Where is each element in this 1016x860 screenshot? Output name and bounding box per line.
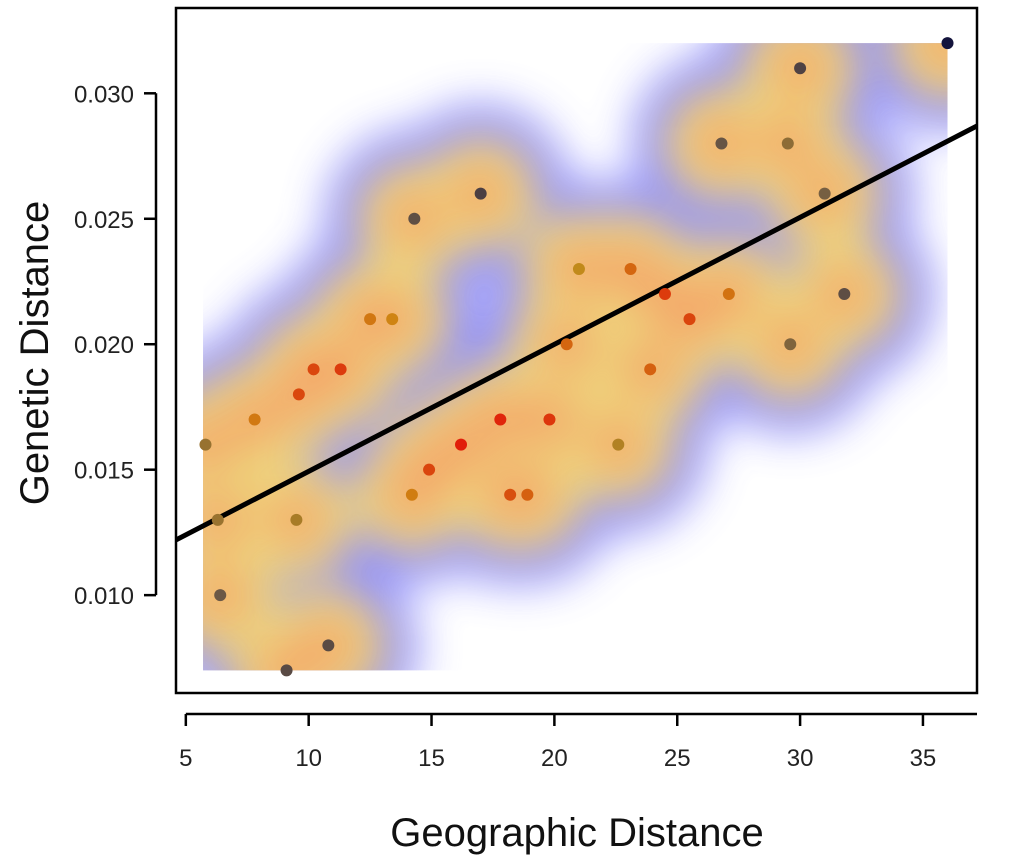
density-blob bbox=[260, 644, 313, 671]
data-point bbox=[784, 338, 797, 351]
data-point bbox=[658, 288, 671, 301]
data-point bbox=[715, 137, 728, 150]
data-point bbox=[504, 488, 517, 501]
data-point bbox=[364, 313, 377, 326]
x-axis: 5 10 15 20 25 30 35 bbox=[179, 712, 977, 772]
data-point bbox=[211, 513, 224, 526]
y-tick-label: 0.020 bbox=[74, 332, 134, 359]
y-tick-label: 0.010 bbox=[74, 583, 134, 610]
plot-frame bbox=[174, 6, 979, 695]
data-point bbox=[722, 288, 735, 301]
data-point bbox=[521, 488, 534, 501]
data-point bbox=[307, 363, 320, 376]
data-point bbox=[794, 62, 807, 75]
y-tick-label: 0.015 bbox=[74, 458, 134, 485]
data-point bbox=[290, 513, 303, 526]
data-point bbox=[386, 313, 399, 326]
density-blob bbox=[921, 43, 948, 70]
x-tick-label: 20 bbox=[541, 745, 568, 772]
data-point bbox=[280, 664, 293, 677]
scatter-points bbox=[199, 37, 954, 677]
data-point bbox=[248, 413, 261, 426]
data-point bbox=[572, 262, 585, 275]
data-point bbox=[838, 288, 851, 301]
data-point bbox=[423, 463, 436, 476]
density-blob bbox=[203, 418, 232, 471]
x-tick-label: 5 bbox=[179, 745, 192, 772]
data-point bbox=[405, 488, 418, 501]
data-point bbox=[612, 438, 625, 451]
data-point bbox=[644, 363, 657, 376]
trend-line-layer bbox=[174, 123, 979, 543]
data-point bbox=[455, 438, 468, 451]
data-point bbox=[624, 262, 637, 275]
data-point bbox=[818, 187, 831, 200]
trend-line bbox=[174, 123, 979, 543]
x-tick-label: 30 bbox=[787, 745, 814, 772]
data-point bbox=[543, 413, 556, 426]
data-point bbox=[334, 363, 347, 376]
data-point bbox=[408, 212, 421, 225]
x-tick-label: 25 bbox=[664, 745, 691, 772]
density-overlay bbox=[203, 43, 948, 671]
data-point bbox=[781, 137, 794, 150]
y-axis: 0.010 0.015 0.020 0.025 0.030 bbox=[74, 81, 158, 610]
x-axis-title: Geographic Distance bbox=[390, 811, 764, 855]
x-tick-label: 10 bbox=[295, 745, 322, 772]
data-point bbox=[683, 313, 696, 326]
data-point bbox=[214, 589, 227, 602]
data-point bbox=[941, 37, 954, 50]
y-tick-label: 0.025 bbox=[74, 207, 134, 234]
data-point bbox=[199, 438, 212, 451]
x-tick-label: 15 bbox=[418, 745, 445, 772]
data-point bbox=[494, 413, 507, 426]
data-point bbox=[292, 388, 305, 401]
data-point bbox=[560, 338, 573, 351]
data-point bbox=[322, 639, 335, 652]
data-point bbox=[474, 187, 487, 200]
y-axis-title: Genetic Distance bbox=[13, 201, 57, 506]
x-tick-label: 35 bbox=[910, 745, 937, 772]
y-tick-label: 0.030 bbox=[74, 81, 134, 108]
